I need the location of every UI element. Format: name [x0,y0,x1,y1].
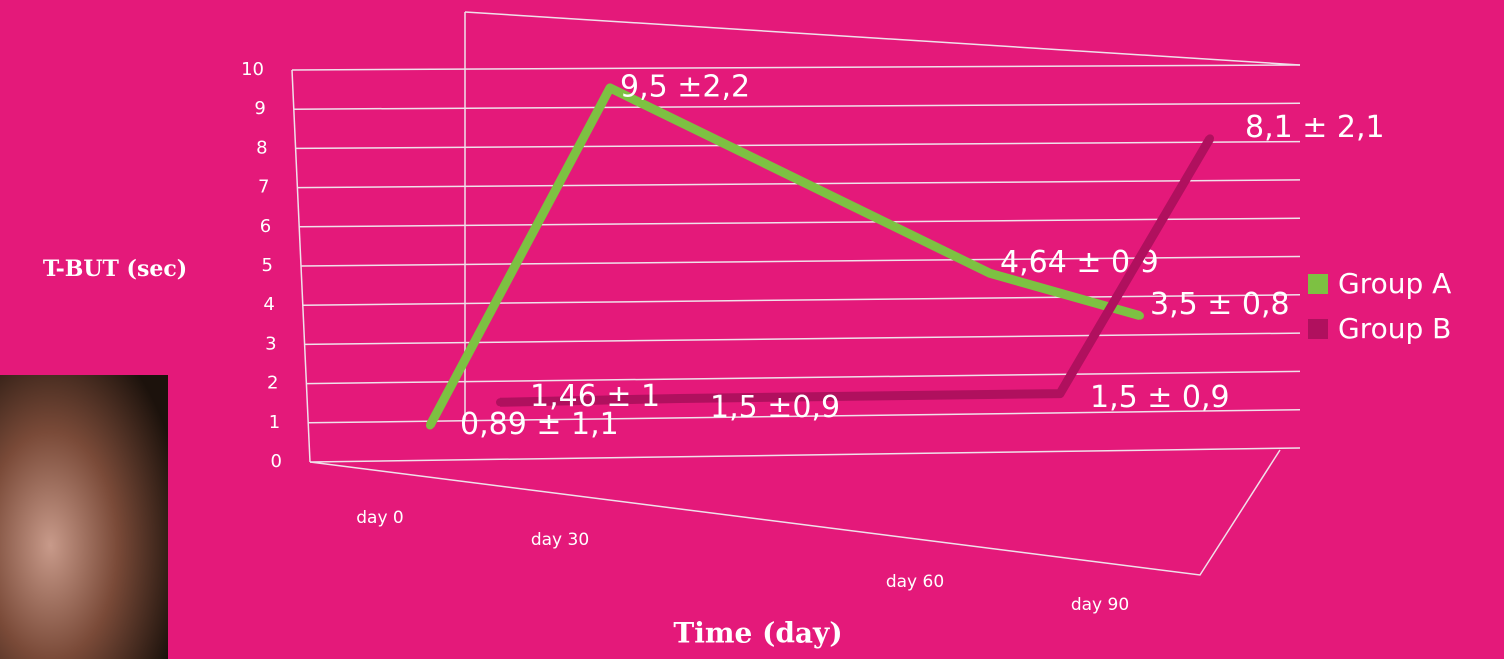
x-axis-label: Time (day) [673,617,842,650]
data-label: 1,5 ± 0,9 [1090,380,1230,415]
y-tick-label: 6 [260,216,271,237]
grid-line [302,294,1301,306]
y-tick-label: 4 [263,294,274,315]
data-point [1206,134,1214,143]
y-tick-label: 1 [269,412,280,433]
series-line [499,136,1214,407]
grid-line [295,140,1301,150]
photo [0,375,168,659]
data-point [676,394,684,403]
x-tick-label: day 0 [356,508,404,528]
data-point [986,269,994,278]
grid-line [293,102,1301,110]
data-point [1056,389,1064,398]
grid-line [308,408,1301,424]
legend-label: Group A [1338,267,1451,300]
grid-line [306,370,1301,385]
y-tick-label: 3 [265,333,276,354]
y-tick-label: 0 [271,451,282,472]
x-tick-label: day 30 [531,530,589,550]
data-point [426,421,434,430]
data-label: 9,5 ±2,2 [620,69,750,104]
data-label: 0,89 ± 1,1 [460,407,619,442]
series-line [426,83,1142,428]
data-point [496,398,504,407]
x-tick-label: day 60 [886,572,944,592]
legend-swatch [1308,274,1328,294]
grid-line [309,447,1301,463]
data-point [606,83,614,92]
legend: Group A Group B [1308,267,1451,345]
grid-line [299,217,1301,228]
y-tick-label: 5 [262,255,273,276]
y-tick-label: 10 [241,59,264,80]
legend-swatch [1308,319,1328,339]
y-tick-label: 7 [258,177,269,198]
y-tick-label: 8 [256,137,267,158]
floor-edge [309,449,1281,576]
back-wall-edge [464,11,1301,66]
legend-label: Group B [1338,312,1451,345]
data-label: 1,5 ±0,9 [710,390,840,425]
y-tick-label: 2 [267,373,278,394]
data-label: 8,1 ± 2,1 [1245,110,1385,145]
grid-line [300,255,1301,267]
y-tick-label: 9 [254,98,265,119]
x-tick-label: day 90 [1071,595,1129,615]
data-point [1136,311,1144,320]
grid-line [304,332,1301,346]
y-axis-label: T-BUT (sec) [43,256,187,282]
grid-line [291,64,1301,71]
data-label: 1,46 ± 1 [530,379,660,414]
data-label: 3,5 ± 0,8 [1150,287,1290,322]
